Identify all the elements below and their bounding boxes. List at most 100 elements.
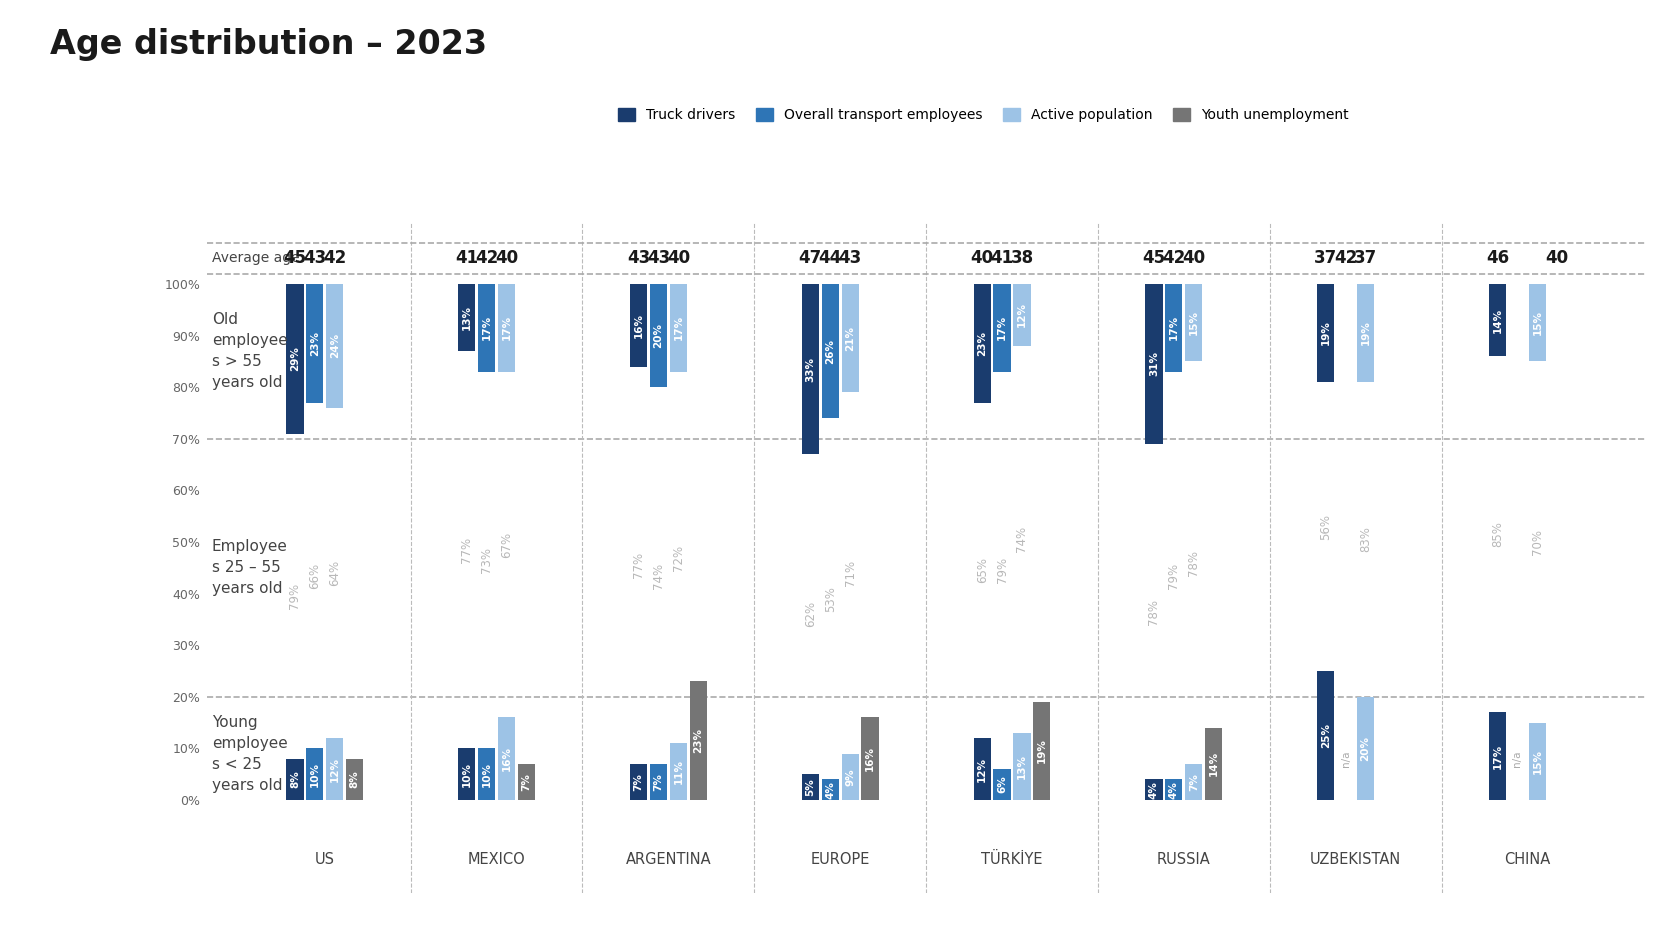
Text: 9%: 9%: [845, 768, 855, 785]
Text: 6%: 6%: [998, 776, 1008, 794]
Text: 79%: 79%: [996, 557, 1009, 583]
Text: 43: 43: [627, 249, 651, 267]
Text: 16%: 16%: [634, 313, 644, 338]
Bar: [1185, 284, 1202, 361]
Text: 65%: 65%: [976, 557, 989, 583]
Text: 15%: 15%: [1532, 749, 1542, 774]
Text: 37: 37: [1355, 249, 1378, 267]
Text: 31%: 31%: [1149, 351, 1159, 376]
Text: 40: 40: [1182, 249, 1205, 267]
Bar: [842, 753, 858, 800]
Bar: [1145, 780, 1162, 800]
Text: 4%: 4%: [825, 781, 835, 798]
Text: UZBEKISTAN: UZBEKISTAN: [1310, 852, 1401, 867]
Text: 77%: 77%: [460, 536, 473, 563]
Text: 78%: 78%: [1147, 599, 1160, 624]
Text: 44: 44: [818, 249, 842, 267]
Text: 79%: 79%: [289, 583, 302, 609]
Text: 13%: 13%: [461, 305, 471, 330]
Text: 10%: 10%: [461, 762, 471, 787]
Legend: Truck drivers, Overall transport employees, Active population, Youth unemploymen: Truck drivers, Overall transport employe…: [619, 109, 1350, 123]
Text: 23%: 23%: [694, 728, 704, 753]
Text: 8%: 8%: [350, 770, 360, 788]
Bar: [993, 769, 1011, 800]
Bar: [1316, 671, 1335, 800]
Text: 79%: 79%: [1167, 563, 1180, 589]
Text: 10%: 10%: [481, 762, 491, 787]
Text: Old
employee
s > 55
years old: Old employee s > 55 years old: [212, 312, 287, 390]
Text: 21%: 21%: [845, 326, 855, 351]
Text: 17%: 17%: [1492, 743, 1502, 768]
Text: 4%: 4%: [1149, 781, 1159, 798]
Bar: [1316, 284, 1335, 382]
Text: 43: 43: [647, 249, 671, 267]
Text: 42: 42: [1162, 249, 1185, 267]
Bar: [1165, 780, 1182, 800]
Bar: [1489, 284, 1506, 357]
Bar: [286, 759, 304, 800]
Text: 42: 42: [475, 249, 498, 267]
Bar: [498, 718, 515, 800]
Text: 45: 45: [284, 249, 307, 267]
Text: 43: 43: [304, 249, 327, 267]
Text: 38: 38: [1011, 249, 1034, 267]
Text: 12%: 12%: [1018, 302, 1028, 328]
Text: 17%: 17%: [674, 315, 684, 341]
Bar: [286, 284, 304, 433]
Bar: [498, 284, 515, 372]
Bar: [1013, 733, 1031, 800]
Text: TÜRKİYE: TÜRKİYE: [981, 852, 1042, 867]
Text: 40: 40: [1545, 249, 1569, 267]
Text: 74%: 74%: [1016, 526, 1029, 552]
Text: Employee
s 25 – 55
years old: Employee s 25 – 55 years old: [212, 539, 287, 596]
Text: 40: 40: [495, 249, 518, 267]
Bar: [1013, 284, 1031, 346]
Bar: [1033, 702, 1051, 800]
Bar: [345, 759, 364, 800]
Text: 15%: 15%: [1532, 310, 1542, 335]
Text: 23%: 23%: [978, 330, 988, 356]
Bar: [973, 284, 991, 402]
Text: 33%: 33%: [805, 357, 815, 382]
Bar: [802, 284, 818, 454]
Bar: [458, 749, 475, 800]
Text: 47: 47: [798, 249, 822, 267]
Bar: [1165, 284, 1182, 372]
Text: 5%: 5%: [805, 778, 815, 796]
Text: 11%: 11%: [674, 759, 684, 784]
Text: 73%: 73%: [480, 547, 493, 573]
Bar: [669, 743, 687, 800]
Bar: [973, 739, 991, 800]
Text: 77%: 77%: [632, 552, 646, 578]
Text: ARGENTINA: ARGENTINA: [626, 852, 710, 867]
Text: 64%: 64%: [329, 560, 342, 586]
Text: 17%: 17%: [501, 315, 511, 341]
Text: 7%: 7%: [634, 773, 644, 791]
Text: CHINA: CHINA: [1504, 852, 1550, 867]
Text: n/a: n/a: [1512, 751, 1522, 767]
Text: 19%: 19%: [1361, 320, 1371, 345]
Bar: [822, 284, 838, 418]
Bar: [305, 284, 324, 402]
Text: 26%: 26%: [825, 339, 835, 363]
Text: 41: 41: [455, 249, 478, 267]
Text: 40: 40: [667, 249, 691, 267]
Text: 20%: 20%: [1361, 736, 1371, 761]
Bar: [1205, 728, 1222, 800]
Bar: [802, 774, 818, 800]
Text: 37: 37: [1315, 249, 1338, 267]
Text: RUSSIA: RUSSIA: [1157, 852, 1210, 867]
Bar: [689, 681, 707, 800]
Bar: [842, 284, 858, 392]
Text: US: US: [315, 852, 335, 867]
Bar: [458, 284, 475, 351]
Text: 41: 41: [991, 249, 1014, 267]
Text: 16%: 16%: [501, 746, 511, 771]
Text: 14%: 14%: [1492, 308, 1502, 332]
Text: 46: 46: [1486, 249, 1509, 267]
Bar: [325, 739, 344, 800]
Bar: [629, 284, 647, 367]
Text: 62%: 62%: [803, 601, 817, 627]
Bar: [649, 284, 667, 388]
Text: 74%: 74%: [652, 563, 666, 589]
